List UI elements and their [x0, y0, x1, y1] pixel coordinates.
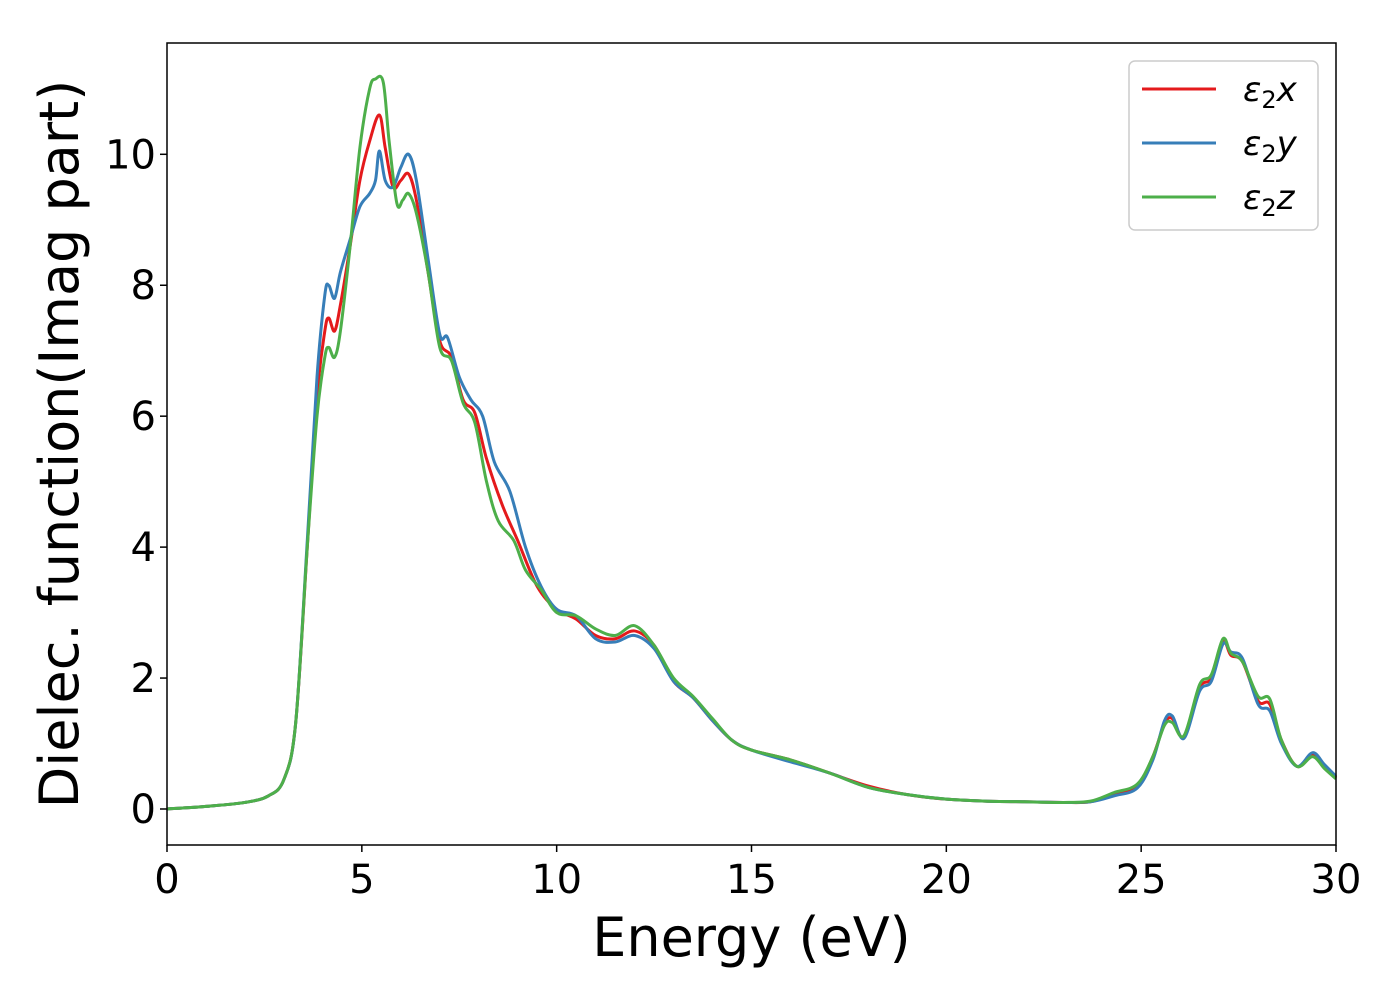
y-tick-label: 2	[131, 656, 156, 702]
x-tick-label: 0	[154, 857, 179, 903]
x-tick-label: 5	[349, 857, 374, 903]
y-tick-label: 4	[131, 525, 156, 571]
x-tick-label: 10	[531, 857, 582, 903]
legend-label-y: ε2y	[1243, 124, 1298, 168]
x-tick-label: 15	[726, 857, 777, 903]
y-axis-label: Dielec. function(Imag part)	[28, 80, 91, 809]
legend: ε2x ε2y ε2z	[1128, 60, 1319, 231]
legend-box	[1128, 60, 1319, 231]
legend-label-z: ε2z	[1243, 178, 1296, 222]
x-tick-label: 30	[1311, 857, 1362, 903]
x-axis-label: Energy (eV)	[592, 906, 911, 969]
series-line-y	[166, 149, 1338, 811]
x-tick-label: 25	[1116, 857, 1167, 903]
series-layer	[166, 74, 1338, 811]
y-tick-label: 6	[131, 394, 156, 440]
y-tick-label: 8	[131, 263, 156, 309]
ticks-layer: 0 5 10 15 20 25 30 0 2 4 6 8 10	[105, 132, 1361, 903]
x-tick-label: 20	[921, 857, 972, 903]
y-tick-label: 0	[131, 787, 156, 833]
y-tick-label: 10	[105, 132, 156, 178]
series-line-z	[166, 74, 1338, 811]
legend-label-x: ε2x	[1243, 70, 1298, 114]
